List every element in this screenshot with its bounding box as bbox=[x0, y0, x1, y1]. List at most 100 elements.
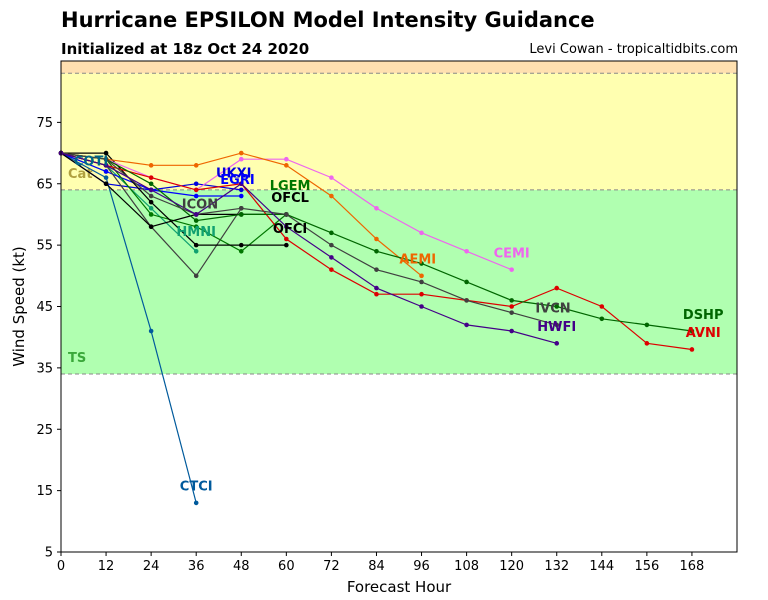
y-tick-label-35: 35 bbox=[36, 361, 53, 376]
point-cemi-72 bbox=[329, 175, 334, 180]
x-tick-label-36: 36 bbox=[188, 559, 205, 574]
series-label-icon: ICON bbox=[182, 197, 218, 212]
point-avni-36 bbox=[193, 187, 199, 193]
point-ctci-24 bbox=[148, 328, 154, 334]
point-ivcn-120 bbox=[509, 310, 514, 315]
point-hmni-36 bbox=[193, 248, 199, 254]
point-aemi-36 bbox=[193, 163, 199, 168]
point-ivcn-72 bbox=[329, 242, 334, 248]
point-avni-96 bbox=[419, 291, 424, 297]
point-avni-156 bbox=[644, 341, 650, 346]
point-ivcn-96 bbox=[419, 279, 424, 285]
point-ctci-12 bbox=[103, 175, 109, 180]
point-ofcl-36 bbox=[193, 242, 199, 248]
point-avni-132 bbox=[554, 285, 560, 291]
point-cemi-120 bbox=[509, 267, 514, 272]
y-tick-label-45: 45 bbox=[36, 300, 53, 315]
x-tick-label-168: 168 bbox=[680, 559, 705, 574]
x-tick-label-60: 60 bbox=[278, 559, 295, 574]
point-cemi-84 bbox=[374, 206, 379, 211]
point-dshp-156 bbox=[644, 322, 650, 328]
point-dshp-84 bbox=[374, 248, 379, 254]
point-ofcl-48 bbox=[238, 242, 244, 248]
point-ivcn-60 bbox=[284, 212, 289, 217]
x-tick-label-108: 108 bbox=[454, 559, 479, 574]
x-tick-label-132: 132 bbox=[544, 559, 569, 574]
point-avni-60 bbox=[284, 236, 289, 242]
y-axis: 5 15 25 35 45 55 65 75 bbox=[36, 116, 61, 561]
point-avni-144 bbox=[599, 304, 605, 309]
point-lgem-36 bbox=[193, 224, 199, 230]
point-hwfi-120 bbox=[509, 328, 514, 334]
point-hwfi-84 bbox=[374, 285, 379, 291]
series-label-ofcl: OFCL bbox=[271, 191, 309, 206]
point-egri-36 bbox=[193, 193, 199, 199]
point-dshp-36 bbox=[193, 218, 199, 223]
point-aemi-48 bbox=[238, 150, 244, 156]
threshold-lines bbox=[61, 72, 737, 375]
x-tick-label-96: 96 bbox=[413, 559, 430, 574]
series-line-ofcl bbox=[61, 152, 287, 246]
band-1 bbox=[61, 73, 737, 190]
chart-subtitle: Initialized at 18z Oct 24 2020 bbox=[61, 40, 310, 58]
band-2 bbox=[61, 61, 737, 74]
point-cemi-60 bbox=[284, 156, 289, 162]
point-ctci-36 bbox=[193, 500, 199, 506]
point-hmni-24 bbox=[148, 206, 154, 211]
x-tick-label-144: 144 bbox=[589, 559, 614, 574]
y-tick-label-15: 15 bbox=[36, 484, 53, 499]
point-dshp-120 bbox=[509, 298, 514, 303]
y-axis-title: Wind Speed (kt) bbox=[10, 246, 28, 367]
point-hwfi-96 bbox=[419, 304, 424, 309]
x-tick-label-156: 156 bbox=[634, 559, 659, 574]
point-avni-84 bbox=[374, 291, 379, 297]
y-tick-label-55: 55 bbox=[36, 239, 53, 254]
point-ofcl-24 bbox=[148, 199, 154, 205]
point-hwfi-132 bbox=[554, 341, 560, 346]
y-tick-label-75: 75 bbox=[36, 116, 53, 131]
series-label-ivcn: IVCN bbox=[535, 302, 570, 317]
point-dshp-132 bbox=[554, 304, 560, 309]
series-label-egri: EGRI bbox=[220, 173, 254, 188]
series-label-hwfi: HWFI bbox=[537, 320, 576, 335]
x-tick-label-84: 84 bbox=[368, 559, 385, 574]
point-icon-36 bbox=[193, 273, 199, 279]
x-axis-title: Forecast Hour bbox=[347, 578, 452, 596]
point-ivcn-48 bbox=[238, 206, 244, 211]
point-dshp-72 bbox=[329, 230, 334, 236]
series-line-hwfi bbox=[60, 152, 557, 344]
point-egri-12 bbox=[103, 169, 109, 174]
point-cemi-96 bbox=[419, 230, 424, 236]
point-avni-24 bbox=[148, 175, 154, 180]
point-dshp-168 bbox=[689, 328, 695, 334]
point-egri-48 bbox=[238, 193, 244, 199]
series-label-dshp: DSHP bbox=[683, 308, 724, 323]
point-ukxi-36 bbox=[193, 181, 199, 187]
series-label-lgem: LGEM bbox=[270, 179, 311, 194]
series-label-aemi: AEMI bbox=[399, 253, 436, 268]
series-label-avni: AVNI bbox=[686, 326, 721, 341]
point-hwfi-12 bbox=[103, 163, 109, 168]
series-label-coti: COTI bbox=[74, 154, 108, 169]
y-tick-label-65: 65 bbox=[36, 177, 53, 192]
x-axis: 0 12 24 36 48 60 72 84 96 108 120 132 144 156 168 bbox=[57, 552, 704, 574]
band-label-0: TS bbox=[68, 351, 86, 366]
series-line-ctci bbox=[60, 152, 197, 504]
series-line-ivcn bbox=[60, 152, 557, 326]
point-dshp-48 bbox=[238, 212, 244, 217]
point-avni-168 bbox=[689, 347, 695, 352]
point-dshp-108 bbox=[464, 279, 469, 285]
point-ukxi-48 bbox=[238, 187, 244, 193]
point-ofcl-12 bbox=[103, 150, 109, 156]
point-aemi-60 bbox=[284, 163, 289, 168]
point-ofci-24 bbox=[148, 224, 154, 230]
point-hwfi-108 bbox=[464, 322, 469, 328]
point-avni-120 bbox=[509, 304, 514, 309]
point-cemi-48 bbox=[238, 156, 244, 162]
point-hwfi-72 bbox=[329, 255, 334, 260]
point-lgem-24 bbox=[148, 212, 154, 217]
model-series bbox=[58, 150, 695, 506]
x-tick-label-12: 12 bbox=[98, 559, 115, 574]
